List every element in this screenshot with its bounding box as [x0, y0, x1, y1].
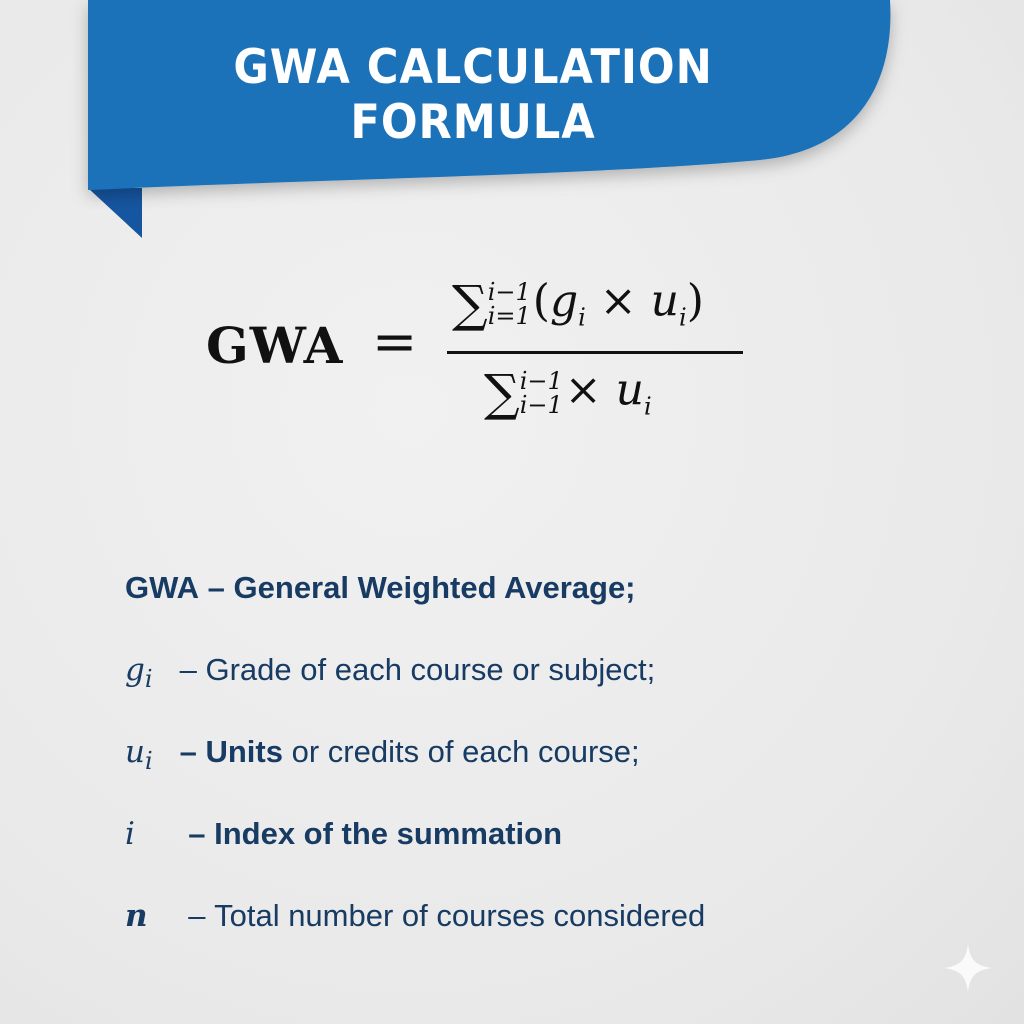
dash: – [171, 652, 206, 687]
definition-symbol: GWA [125, 570, 200, 605]
page-title: GWA CALCULATION FORMULA [233, 40, 713, 150]
dash: – [171, 734, 206, 769]
formula-lhs: GWA [206, 316, 344, 375]
definition-text: or credits of each course; [282, 734, 640, 769]
sub-i: i [679, 303, 687, 332]
formula-denominator: ∑ i−1 i−1 × ui [484, 364, 652, 422]
sum-upper: i−1 [519, 367, 563, 395]
banner-fold [88, 188, 142, 238]
definition-i: i – Index of the summation [125, 816, 705, 898]
dash: – [171, 898, 215, 933]
paren-close: ) [686, 275, 704, 327]
sum-upper: i−1 [487, 278, 531, 306]
formula-numerator: ∑ i−1 i=1 (gi × ui) [452, 275, 704, 333]
definition-text: Total number of courses considered [214, 898, 706, 933]
definition-g: gi – Grade of each course or subject; [125, 652, 705, 734]
fraction-bar [447, 351, 743, 354]
definition-text: General Weighted Average; [233, 570, 636, 605]
sum-lower: i−1 [519, 391, 563, 419]
definition-bold-text: Units [205, 734, 283, 769]
times-symbol: × [599, 275, 637, 327]
definition-symbol: gi [125, 652, 153, 694]
sigma-symbol: ∑ [452, 275, 488, 333]
definition-symbol: n [125, 898, 148, 934]
sub-i: i [578, 303, 586, 332]
sparkle-icon [944, 944, 992, 992]
definition-gwa: GWA – General Weighted Average; [125, 570, 705, 652]
definition-symbol: ui [125, 734, 153, 776]
var-u: u [650, 275, 680, 327]
banner-shape [88, 0, 891, 190]
times-symbol: × [564, 364, 602, 416]
sum-lower: i=1 [487, 302, 531, 330]
sub-i: i [643, 392, 652, 421]
definition-u: ui – Units or credits of each course; [125, 734, 705, 816]
title-banner [88, 0, 891, 238]
definition-text: Grade of each course or subject; [205, 652, 656, 687]
dash: – [199, 570, 234, 605]
formula-equals: = [372, 310, 418, 373]
var-u: u [615, 364, 644, 416]
definition-n: n – Total number of courses considered [125, 898, 705, 980]
var-g: g [549, 275, 579, 327]
paren-open: ( [532, 275, 550, 327]
definitions-list: GWA – General Weighted Average; gi – Gra… [125, 570, 705, 980]
dash: – [171, 816, 215, 851]
definition-text: Index of the summation [214, 816, 563, 851]
definition-symbol: i [125, 816, 135, 852]
sigma-symbol: ∑ [484, 364, 520, 422]
